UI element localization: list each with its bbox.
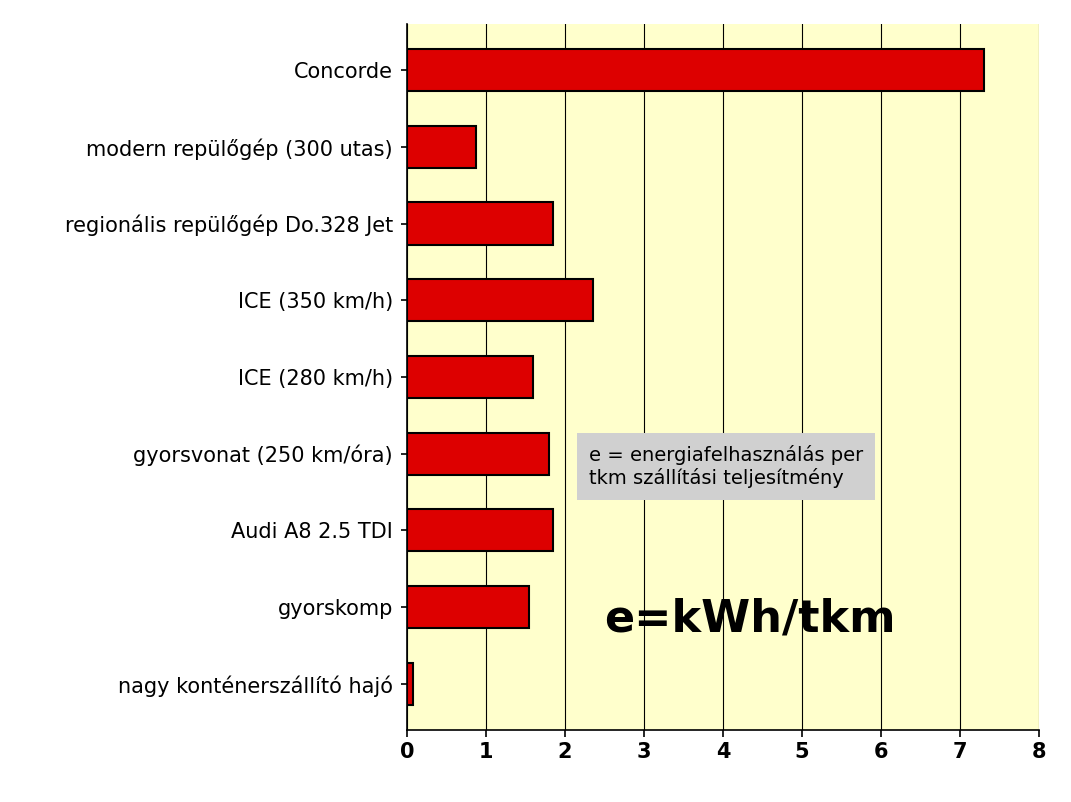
Bar: [407, 662, 412, 705]
Text: e = energiafelhasználás per
tkm szállítási teljesítmény: e = energiafelhasználás per tkm szállítá…: [589, 445, 863, 488]
Bar: [407, 432, 549, 475]
Text: e=kWh/tkm: e=kWh/tkm: [604, 597, 896, 640]
Bar: [407, 279, 592, 322]
Bar: [407, 49, 983, 91]
Bar: [407, 126, 476, 168]
Bar: [407, 202, 553, 245]
Bar: [407, 586, 529, 628]
Bar: [407, 356, 533, 398]
Bar: [407, 509, 553, 552]
